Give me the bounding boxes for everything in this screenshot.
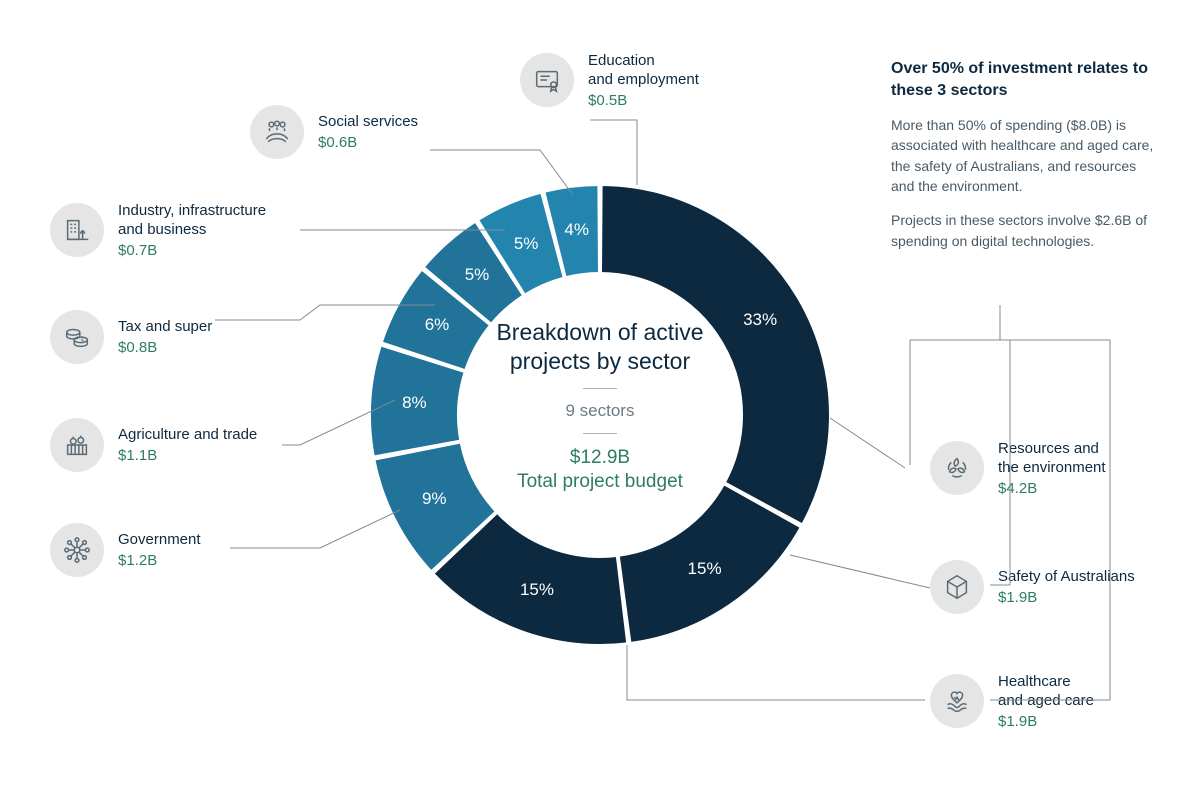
coins-icon: $	[50, 310, 104, 364]
pct-healthcare: 15%	[520, 580, 554, 600]
network-icon	[50, 523, 104, 577]
label-resources-name: Resources andthe environment	[998, 440, 1106, 478]
pct-government: 9%	[422, 489, 447, 509]
panel-para2: Projects in these sectors involve $2.6B …	[891, 210, 1161, 251]
center-sectors: 9 sectors	[470, 401, 730, 421]
label-industry: Industry, infrastructureand business $0.…	[50, 202, 266, 259]
pct-social: 5%	[514, 234, 539, 254]
label-healthcare-name: Healthcareand aged care	[998, 673, 1094, 711]
label-agriculture-name: Agriculture and trade	[118, 426, 257, 445]
people-icon	[250, 105, 304, 159]
center-title: Breakdown of active projects by sector	[470, 318, 730, 376]
label-social-value: $0.6B	[318, 134, 418, 151]
cube-icon	[930, 560, 984, 614]
label-education: Educationand employment $0.5B	[520, 52, 699, 109]
donut-center: Breakdown of active projects by sector 9…	[470, 318, 730, 495]
label-safety-value: $1.9B	[998, 589, 1135, 606]
heart-hands-icon	[930, 674, 984, 728]
center-divider	[583, 388, 617, 389]
building-icon	[50, 203, 104, 257]
label-resources-value: $4.2B	[998, 480, 1106, 497]
label-education-value: $0.5B	[588, 92, 699, 109]
pct-resources: 33%	[743, 310, 777, 330]
crate-icon	[50, 418, 104, 472]
label-healthcare-value: $1.9B	[998, 713, 1094, 730]
label-government-name: Government	[118, 531, 201, 550]
label-agriculture: Agriculture and trade $1.1B	[50, 418, 257, 472]
label-safety-name: Safety of Australians	[998, 568, 1135, 587]
label-safety: Safety of Australians $1.9B	[930, 560, 1135, 614]
pct-tax: 6%	[425, 315, 450, 335]
pct-agriculture: 8%	[402, 393, 427, 413]
label-tax-name: Tax and super	[118, 318, 212, 337]
panel-para1: More than 50% of spending ($8.0B) is ass…	[891, 115, 1161, 196]
label-agriculture-value: $1.1B	[118, 447, 257, 464]
pct-safety: 15%	[688, 559, 722, 579]
label-industry-name: Industry, infrastructureand business	[118, 202, 266, 240]
label-industry-value: $0.7B	[118, 242, 266, 259]
certificate-icon	[520, 53, 574, 107]
label-education-name: Educationand employment	[588, 52, 699, 90]
label-social: Social services $0.6B	[250, 105, 418, 159]
leaf-cycle-icon	[930, 441, 984, 495]
panel-heading: Over 50% of investment relates to these …	[891, 58, 1161, 101]
label-government-value: $1.2B	[118, 552, 201, 569]
right-panel: Over 50% of investment relates to these …	[891, 58, 1161, 251]
center-divider-2	[583, 433, 617, 434]
label-tax: $ Tax and super $0.8B	[50, 310, 212, 364]
pct-education: 4%	[564, 220, 589, 240]
label-tax-value: $0.8B	[118, 339, 212, 356]
center-budget: $12.9B Total project budget	[470, 446, 730, 495]
label-government: Government $1.2B	[50, 523, 201, 577]
pct-industry: 5%	[465, 265, 490, 285]
label-resources: Resources andthe environment $4.2B	[930, 440, 1106, 497]
label-healthcare: Healthcareand aged care $1.9B	[930, 673, 1094, 730]
label-social-name: Social services	[318, 113, 418, 132]
